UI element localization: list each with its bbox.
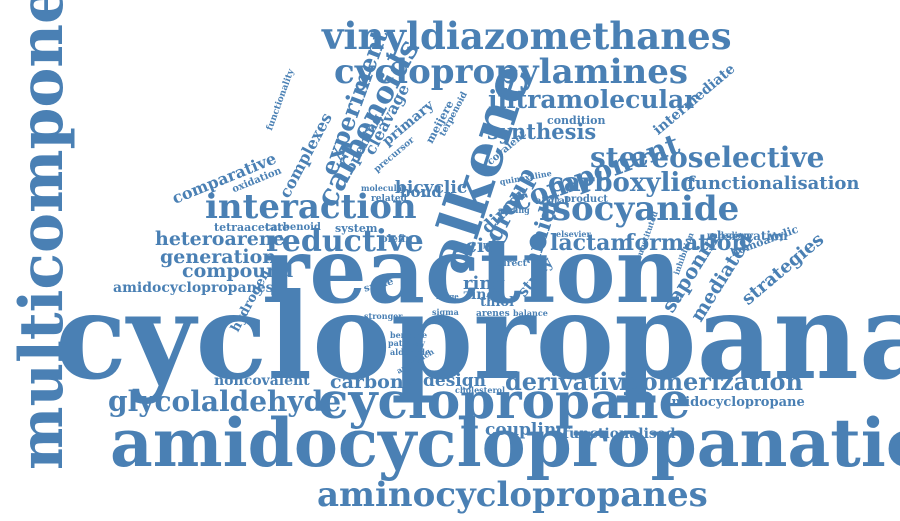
word-pathway: pathway: [388, 338, 426, 348]
word-formation: formation: [625, 230, 748, 256]
word-stereoselective: stereoselective: [590, 141, 825, 174]
word-synthesis: synthesis: [487, 119, 597, 144]
word-surfing: surfing: [498, 205, 530, 215]
word-zinc: zinc: [463, 287, 495, 303]
word-pair: pair: [483, 240, 499, 249]
word-system: system: [335, 222, 378, 235]
word-range: range: [436, 292, 459, 301]
word-cyclopropanation: cyclopropanation: [55, 267, 900, 406]
word-aldehyde: aldehyde: [390, 347, 431, 357]
word-balance: balance: [513, 308, 548, 318]
word-condition: condition: [547, 114, 606, 127]
word-interaction: interaction: [205, 187, 417, 227]
word-acetal: acetal: [535, 196, 569, 207]
word-amidocyclopropanation: amidocyclopropanation: [110, 404, 900, 482]
word-tetraacetate: tetraacetate: [214, 221, 290, 234]
word-compound: compound: [182, 260, 294, 282]
word-reductive: reductive: [266, 224, 424, 259]
word-molecular: molecular: [361, 183, 407, 193]
word-thiol: thiol: [480, 295, 515, 310]
word-olefin: olefin: [381, 234, 413, 245]
word-stronger: stronger: [364, 311, 403, 321]
word-bicyclic: bicyclic: [395, 178, 468, 198]
word-cyclopropylamines: cyclopropylamines: [334, 52, 688, 92]
word-cyclopropane: cyclopropane: [318, 371, 691, 430]
word-amidocyclopropane: amidocyclopropane: [663, 395, 805, 410]
word-isocyanide: isocyanide: [539, 189, 740, 229]
word-carboxylic: carboxylic: [548, 168, 697, 198]
word-carbonyl: carbonyl: [330, 371, 422, 393]
word-design: design: [423, 371, 486, 391]
word-noncovalent: noncovalent: [214, 373, 310, 389]
word-acid: acid: [453, 235, 498, 257]
word-amidocyclopropanes: amidocyclopropanes: [113, 280, 274, 296]
word-glycolaldehyde: glycolaldehyde: [108, 385, 342, 418]
word-isomerization: isomerization: [619, 367, 803, 396]
word-reaction: reaction: [262, 218, 682, 324]
word-functionalisation: functionalisation: [687, 173, 860, 194]
word-intramolecular: intramolecular: [488, 85, 698, 114]
word-cholesterol: cholesterol: [455, 385, 506, 395]
word-vinyldiazomethanes: vinyldiazomethanes: [322, 14, 732, 58]
word-generation: generation: [160, 246, 277, 268]
word-observation: observation: [709, 229, 788, 243]
word-arenes: arenes: [476, 309, 510, 319]
word-aminocyclopropanes: aminocyclopropanes: [317, 475, 708, 515]
word-functionality: functionality: [265, 67, 297, 133]
word-functionalised: functionalised: [563, 426, 676, 442]
word-direct: direct: [497, 259, 527, 269]
word-sigma: sigma: [432, 307, 459, 317]
word-related: related: [371, 194, 407, 204]
word-carbenoid: carbenoid: [265, 222, 321, 233]
word-heteroarene: heteroarene: [155, 228, 285, 250]
word-benzene: benzene: [390, 330, 428, 340]
word-lactam: lactam: [550, 230, 634, 256]
word-bond: bond: [400, 183, 442, 201]
word-palladium: palladium: [707, 230, 752, 240]
word-ring: ring: [463, 273, 505, 294]
word-derivative: derivative: [505, 367, 638, 396]
word-elsevier: elsevier: [556, 229, 591, 239]
word-coupling: coupling: [485, 420, 569, 440]
word-product: product: [564, 194, 608, 205]
